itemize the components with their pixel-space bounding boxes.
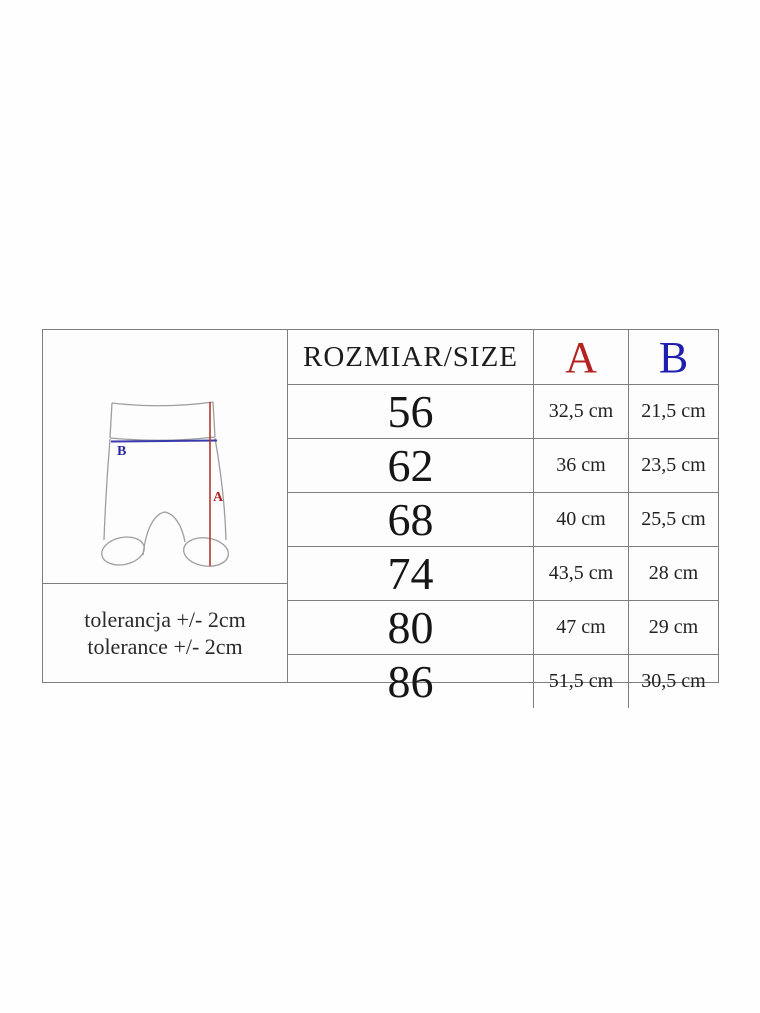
- measurement-a-cell: 43,5 cm: [534, 547, 629, 601]
- size-cell: 56: [288, 385, 534, 439]
- measurement-a-cell: 51,5 cm: [534, 655, 629, 708]
- measurement-a-cell: 47 cm: [534, 601, 629, 655]
- measurement-grid: ROZMIAR/SIZE A B 56 32,5 cm 21,5 cm 62 3…: [288, 330, 718, 708]
- measurement-a-cell: 32,5 cm: [534, 385, 629, 439]
- crotch-arch: [142, 511, 186, 556]
- measurement-a-cell: 40 cm: [534, 493, 629, 547]
- waistband-right-edge: [212, 401, 216, 438]
- waistband-left-edge: [109, 402, 113, 439]
- left-foot: [101, 536, 145, 566]
- size-cell: 68: [288, 493, 534, 547]
- header-column-a: A: [534, 330, 629, 385]
- header-size-label: ROZMIAR/SIZE: [288, 330, 534, 385]
- measurement-a-cell: 36 cm: [534, 439, 629, 493]
- measurement-line-b: [110, 439, 218, 443]
- measurement-b-cell: 21,5 cm: [629, 385, 718, 439]
- measurement-b-cell: 25,5 cm: [629, 493, 718, 547]
- diagram-label-a: A: [213, 490, 224, 505]
- tolerance-note: tolerancja +/- 2cm tolerance +/- 2cm: [43, 584, 287, 682]
- measurement-b-cell: 28 cm: [629, 547, 718, 601]
- diagram-column: B A tolerancja +/- 2cm tolerance +/- 2cm: [43, 330, 288, 682]
- size-cell: 80: [288, 601, 534, 655]
- diagram-label-b: B: [117, 444, 126, 459]
- size-cell: 74: [288, 547, 534, 601]
- tolerance-line-en: tolerance +/- 2cm: [87, 634, 243, 659]
- tolerance-line-pl: tolerancja +/- 2cm: [84, 607, 246, 632]
- size-cell: 62: [288, 439, 534, 493]
- pants-left-edge: [103, 438, 111, 541]
- waistband-top-edge: [111, 401, 214, 407]
- pants-diagram-cell: B A: [43, 330, 287, 584]
- right-foot: [182, 537, 230, 567]
- measurement-b-cell: 30,5 cm: [641, 670, 706, 692]
- pants-right-edge: [214, 437, 227, 541]
- header-column-b: B: [629, 330, 718, 385]
- measurement-b-cell: 29 cm: [629, 601, 718, 655]
- size-cell: 86: [288, 655, 534, 708]
- pants-measurement-diagram: B A: [101, 401, 230, 567]
- size-chart-table: B A tolerancja +/- 2cm tolerance +/- 2cm…: [42, 329, 719, 708]
- measurement-b-cell: 23,5 cm: [629, 439, 718, 493]
